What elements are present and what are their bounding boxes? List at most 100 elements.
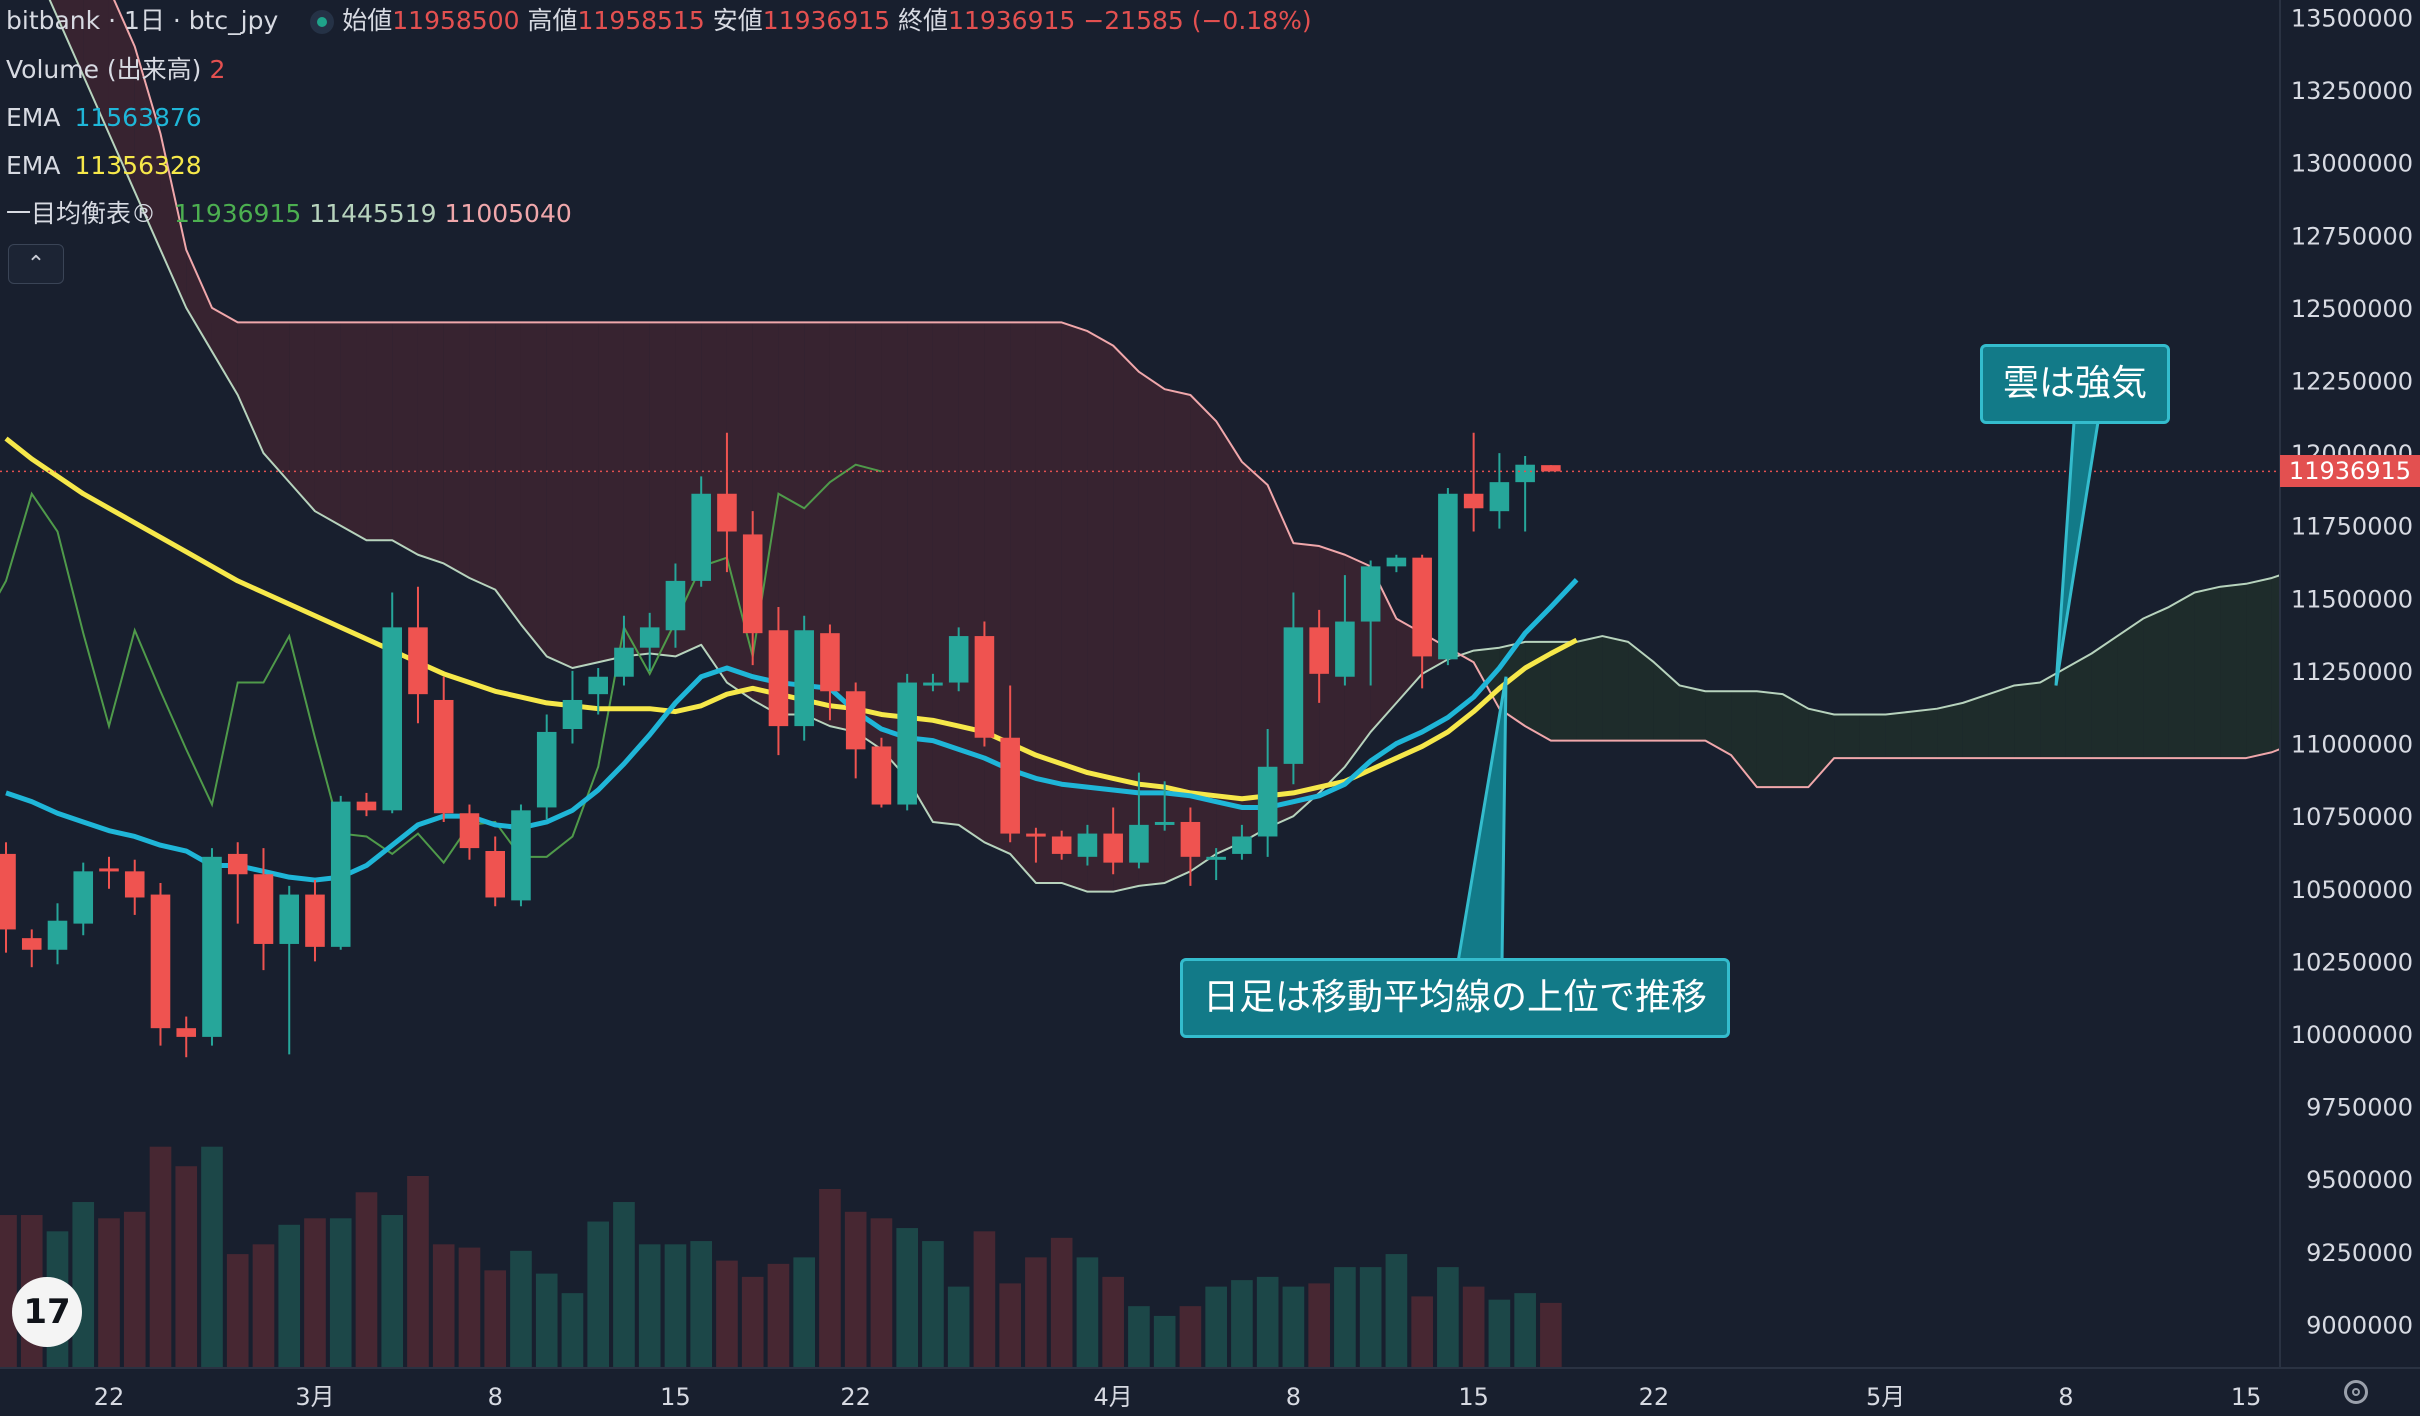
candle-body [1129, 824, 1149, 863]
candle-body [1154, 821, 1175, 825]
price-axis-label: 9250000 [2306, 1239, 2413, 1267]
candle-body [614, 647, 634, 677]
price-axis-label: 11000000 [2291, 731, 2413, 759]
volume-bar [1076, 1257, 1099, 1368]
close-value: 11936915 [948, 6, 1076, 35]
candle-body [1257, 766, 1278, 837]
volume-bar [1205, 1286, 1227, 1368]
legend-volume-value: 2 [209, 55, 226, 84]
candle-body [871, 746, 892, 805]
candle-body [1438, 493, 1458, 660]
volume-bar [1334, 1267, 1356, 1368]
ichimoku-cloud-segment [932, 322, 959, 825]
volume-bar [149, 1146, 172, 1368]
high-label: 高値 [527, 6, 578, 35]
candle-body [768, 630, 789, 727]
volume-bar [1308, 1283, 1330, 1368]
price-axis-label: 13000000 [2291, 150, 2413, 178]
low-value: 11936915 [762, 6, 891, 35]
ichimoku-cloud-segment [1885, 711, 1912, 759]
legend-ichimoku[interactable]: 一目均衡表® 11936915 11445519 11005040 [6, 199, 580, 229]
annotation-cloud-bullish[interactable]: 雲は強気 [1980, 344, 2171, 424]
volume-bar [638, 1244, 661, 1368]
ichimoku-cloud-segment [366, 322, 393, 541]
ichimoku-cloud-segment [108, 0, 135, 192]
ichimoku-cloud-segment [1061, 322, 1088, 892]
volume-bar [870, 1218, 893, 1368]
annotation-cloud-pointer [2054, 420, 2100, 686]
ichimoku-cloud-segment [1653, 662, 1680, 741]
ichimoku-cloud-segment [1138, 371, 1165, 886]
ichimoku-cloud-segment [2271, 575, 2280, 753]
volume-bar [973, 1231, 996, 1368]
candle-body [1360, 566, 1381, 622]
candle-body [73, 871, 94, 924]
candle-body [1386, 557, 1407, 567]
time-axis-label: 22 [840, 1383, 871, 1411]
volume-bar [1025, 1257, 1047, 1368]
volume-bar [329, 1218, 352, 1368]
ichimoku-cloud-segment [340, 322, 367, 541]
volume-bar [922, 1241, 944, 1368]
volume-bar [587, 1221, 610, 1368]
candle-body [639, 627, 660, 648]
volume-bar [1153, 1315, 1176, 1368]
ema-slow-line [4, 436, 1578, 802]
candle-body [1232, 836, 1252, 854]
ichimoku-cloud-segment [1216, 421, 1242, 854]
time-axis-label: 15 [660, 1383, 691, 1411]
price-axis-label: 13250000 [2291, 77, 2413, 105]
ichimoku-cloud-segment [1782, 694, 1809, 788]
collapse-legend-button[interactable]: ⌃ [8, 244, 64, 284]
candle-body [742, 534, 763, 634]
ichimoku-cloud-segment [598, 322, 624, 663]
senkou-span-b-line [113, 0, 2280, 789]
ichimoku-cloud-segment [958, 322, 985, 843]
ichimoku-cloud-segment [2040, 668, 2066, 759]
time-axis-label: 8 [2058, 1383, 2073, 1411]
volume-bar [1359, 1267, 1382, 1368]
legend-ema-fast[interactable]: EMA 11563876 [6, 103, 210, 133]
candle-body [845, 691, 866, 750]
volume-bar [355, 1192, 378, 1368]
candle-body [948, 636, 969, 683]
annotation-daily-above-ma[interactable]: 日足は移動平均線の上位で推移 [1180, 958, 1731, 1038]
ichimoku-cloud-segment [2014, 682, 2041, 759]
legend-ichimoku-v3: 11005040 [444, 199, 572, 228]
symbol-header: bitbank · 1日 · btc_jpy 始値11958500 高値119585… [6, 6, 1320, 36]
legend-ema-slow[interactable]: EMA 11356328 [6, 151, 210, 181]
settings-gear-icon[interactable] [2344, 1380, 2368, 1404]
ichimoku-cloud-segment [2091, 636, 2118, 759]
ichimoku-cloud-segment [1164, 389, 1191, 883]
price-axis-label: 9500000 [2306, 1166, 2413, 1194]
ichimoku-cloud-segment [314, 322, 341, 526]
volume-bar [1437, 1267, 1459, 1368]
candle-body [1309, 627, 1329, 674]
candle-body [691, 493, 711, 581]
volume-bar [999, 1283, 1021, 1368]
candle-body [1541, 465, 1561, 472]
candle-body [150, 894, 171, 1029]
candle-body [0, 853, 16, 930]
price-axis-label: 12500000 [2291, 295, 2413, 323]
candle-body [1026, 833, 1046, 837]
candle-body [253, 874, 274, 944]
volume-bar [278, 1224, 301, 1368]
ichimoku-cloud-segment [443, 322, 470, 578]
ichimoku-cloud-segment [186, 249, 212, 352]
legend-volume[interactable]: Volume (出来高) 2 [6, 55, 233, 85]
senkou-span-a-line [48, 0, 2280, 893]
volume-bar [72, 1202, 95, 1368]
legend-ema-fast-value: 11563876 [74, 103, 202, 132]
ichimoku-cloud-segment [1319, 546, 1345, 793]
ichimoku-cloud-segment [804, 322, 830, 727]
time-axis-label: 8 [1286, 1383, 1301, 1411]
time-axis-label: 5月 [1866, 1383, 1905, 1411]
legend-ichimoku-v1: 11936915 [174, 199, 302, 228]
tradingview-logo[interactable]: 17 [12, 1277, 82, 1347]
symbol-title[interactable]: bitbank · 1日 · btc_jpy [6, 6, 279, 35]
ichimoku-cloud-segment [211, 307, 238, 396]
volume-bar [407, 1175, 429, 1368]
candle-body [202, 856, 222, 1037]
